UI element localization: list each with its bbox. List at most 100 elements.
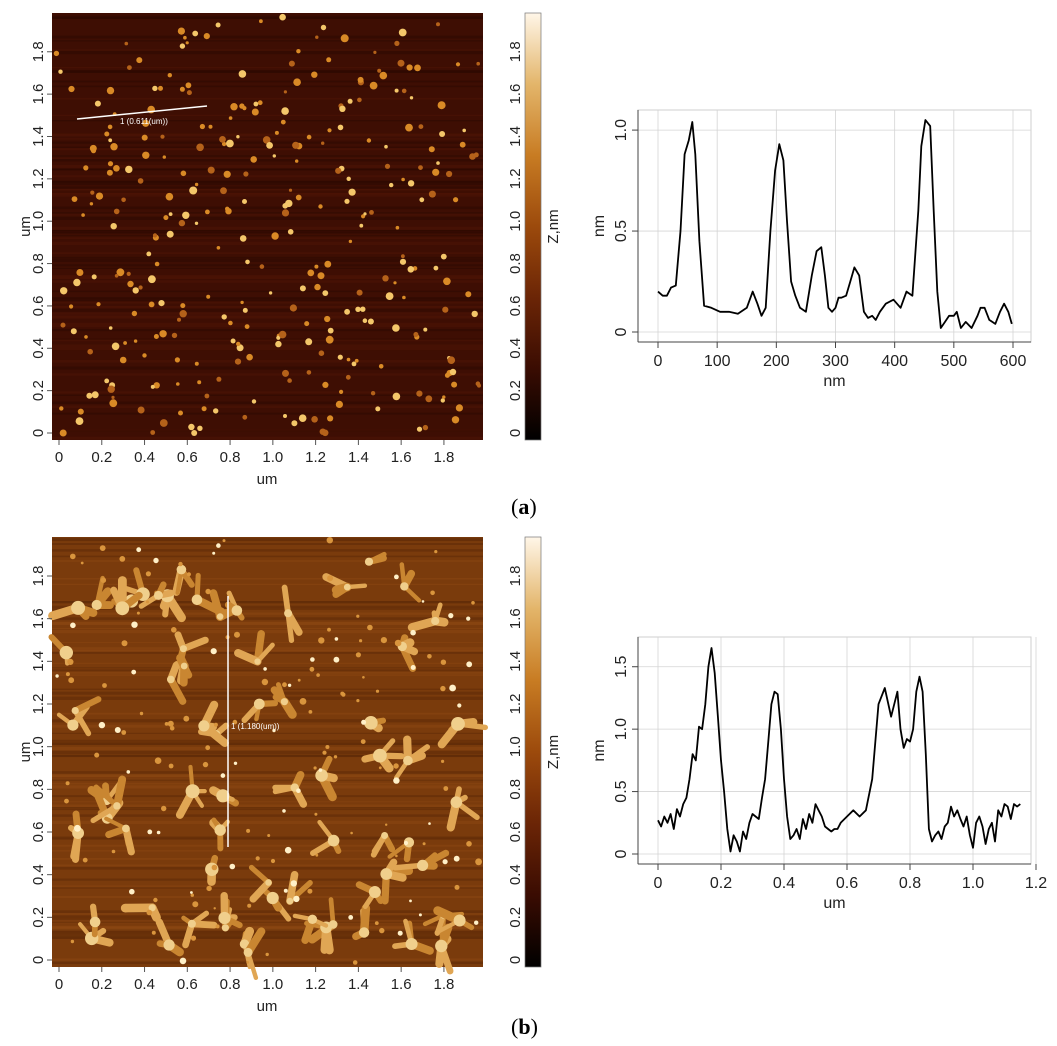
afm-aggregate-core [307, 914, 318, 924]
afm-particle [476, 61, 481, 66]
panel-b: 1 (1.180(um)) 0 0 0.2 0.2 0.4 0.4 0.6 0.6 0.8 0.8 1… [0, 525, 1057, 1046]
afm-texture-streak [52, 322, 483, 325]
afm-particle [121, 640, 128, 647]
afm-particle [153, 382, 160, 389]
afm-particle [357, 76, 364, 83]
afm-particle [244, 324, 250, 329]
afm-particle [418, 124, 424, 129]
afm-particle [335, 167, 342, 174]
afm-particle [292, 141, 300, 149]
afm-particle [436, 161, 440, 165]
afm-particle [359, 639, 363, 643]
afm-texture-streak [52, 782, 483, 785]
afm-particle [167, 720, 174, 727]
afm-texture-streak [52, 601, 483, 604]
afm-aggregate-arm [249, 879, 273, 903]
afm-particle [402, 295, 406, 300]
colorbar-label: Z,nm [545, 735, 562, 769]
x-tick-label: 200 [763, 353, 790, 370]
afm-particle [465, 291, 472, 298]
y-tick-label: 1.8 [30, 41, 47, 62]
afm-particle [158, 85, 163, 91]
afm-texture-streak [52, 771, 483, 774]
afm-texture-streak [52, 605, 483, 610]
afm-particle [299, 285, 306, 292]
afm-particle [311, 71, 318, 78]
afm-particle [314, 264, 319, 269]
x-tick-label: 0 [55, 976, 63, 993]
afm-aggregate-core [453, 914, 466, 927]
afm-particle [186, 572, 191, 577]
afm-particle [240, 300, 244, 305]
afm-texture-streak [52, 324, 483, 328]
afm-aggregate-core [153, 590, 163, 600]
afm-particle [266, 142, 273, 149]
y-axis-label: um [17, 742, 34, 763]
afm-texture-streak [52, 837, 483, 840]
afm-texture-streak [52, 306, 483, 308]
afm-particle [317, 272, 325, 280]
afm-particle [150, 384, 155, 389]
afm-particle [459, 141, 466, 148]
afm-particle [196, 143, 204, 152]
afm-particle [283, 414, 287, 418]
afm-aggregate-core [218, 911, 231, 925]
colorbar-gradient [524, 536, 542, 968]
afm-particle [359, 223, 364, 228]
afm-texture-streak [52, 836, 483, 839]
y-tick-label: 0.6 [30, 822, 47, 843]
afm-particle [131, 621, 138, 628]
x-axis-label: um [823, 895, 845, 912]
afm-texture-streak [52, 264, 483, 267]
afm-particle [221, 141, 227, 147]
afm-particle [276, 335, 281, 340]
afm-particle [142, 151, 150, 159]
afm-particle [471, 310, 478, 318]
afm-particle [419, 197, 425, 203]
afm-particle [213, 408, 219, 414]
afm-texture-streak [52, 312, 483, 315]
afm-particle [53, 50, 60, 57]
afm-particle [131, 669, 137, 675]
afm-particle [340, 34, 349, 43]
afm-particle [356, 614, 360, 618]
afm-particle [327, 327, 334, 334]
afm-particle [310, 657, 315, 662]
afm-particle [137, 178, 144, 184]
afm-particle [395, 854, 398, 858]
afm-particle [287, 378, 292, 383]
afm-texture-streak [52, 412, 483, 415]
afm-texture-streak [52, 691, 483, 695]
afm-aggregate-core [198, 720, 210, 732]
afm-texture-streak [52, 850, 483, 852]
afm-particle [206, 885, 212, 892]
afm-particle [354, 358, 359, 363]
y-axis-label: um [17, 216, 34, 237]
afm-particle [208, 124, 213, 129]
afm-texture-streak [52, 667, 483, 669]
afm-particle [314, 283, 321, 291]
afm-texture-streak [52, 774, 483, 778]
afm-particle [233, 761, 238, 765]
afm-particle [190, 891, 193, 894]
afm-particle [146, 909, 153, 916]
y-tick-label: 1.0 [30, 211, 47, 232]
afm-texture-streak [52, 359, 483, 363]
afm-particle [121, 730, 127, 735]
afm-particle [160, 134, 165, 139]
afm-particle [448, 613, 454, 619]
afm-particle [399, 258, 407, 265]
y-tick-label: 1.5 [613, 656, 630, 678]
afm-texture-streak [52, 366, 483, 370]
afm-particle [133, 339, 138, 343]
afm-particle [71, 196, 78, 203]
afm-aggregate-core [71, 600, 86, 615]
afm-texture-streak [52, 915, 483, 919]
afm-texture-streak [52, 932, 483, 936]
x-tick-label: 0 [55, 449, 63, 466]
afm-particle [75, 417, 84, 425]
afm-particle [90, 190, 95, 195]
afm-aggregate-core [221, 924, 229, 932]
afm-texture-streak [52, 712, 483, 715]
afm-particle [407, 180, 415, 187]
